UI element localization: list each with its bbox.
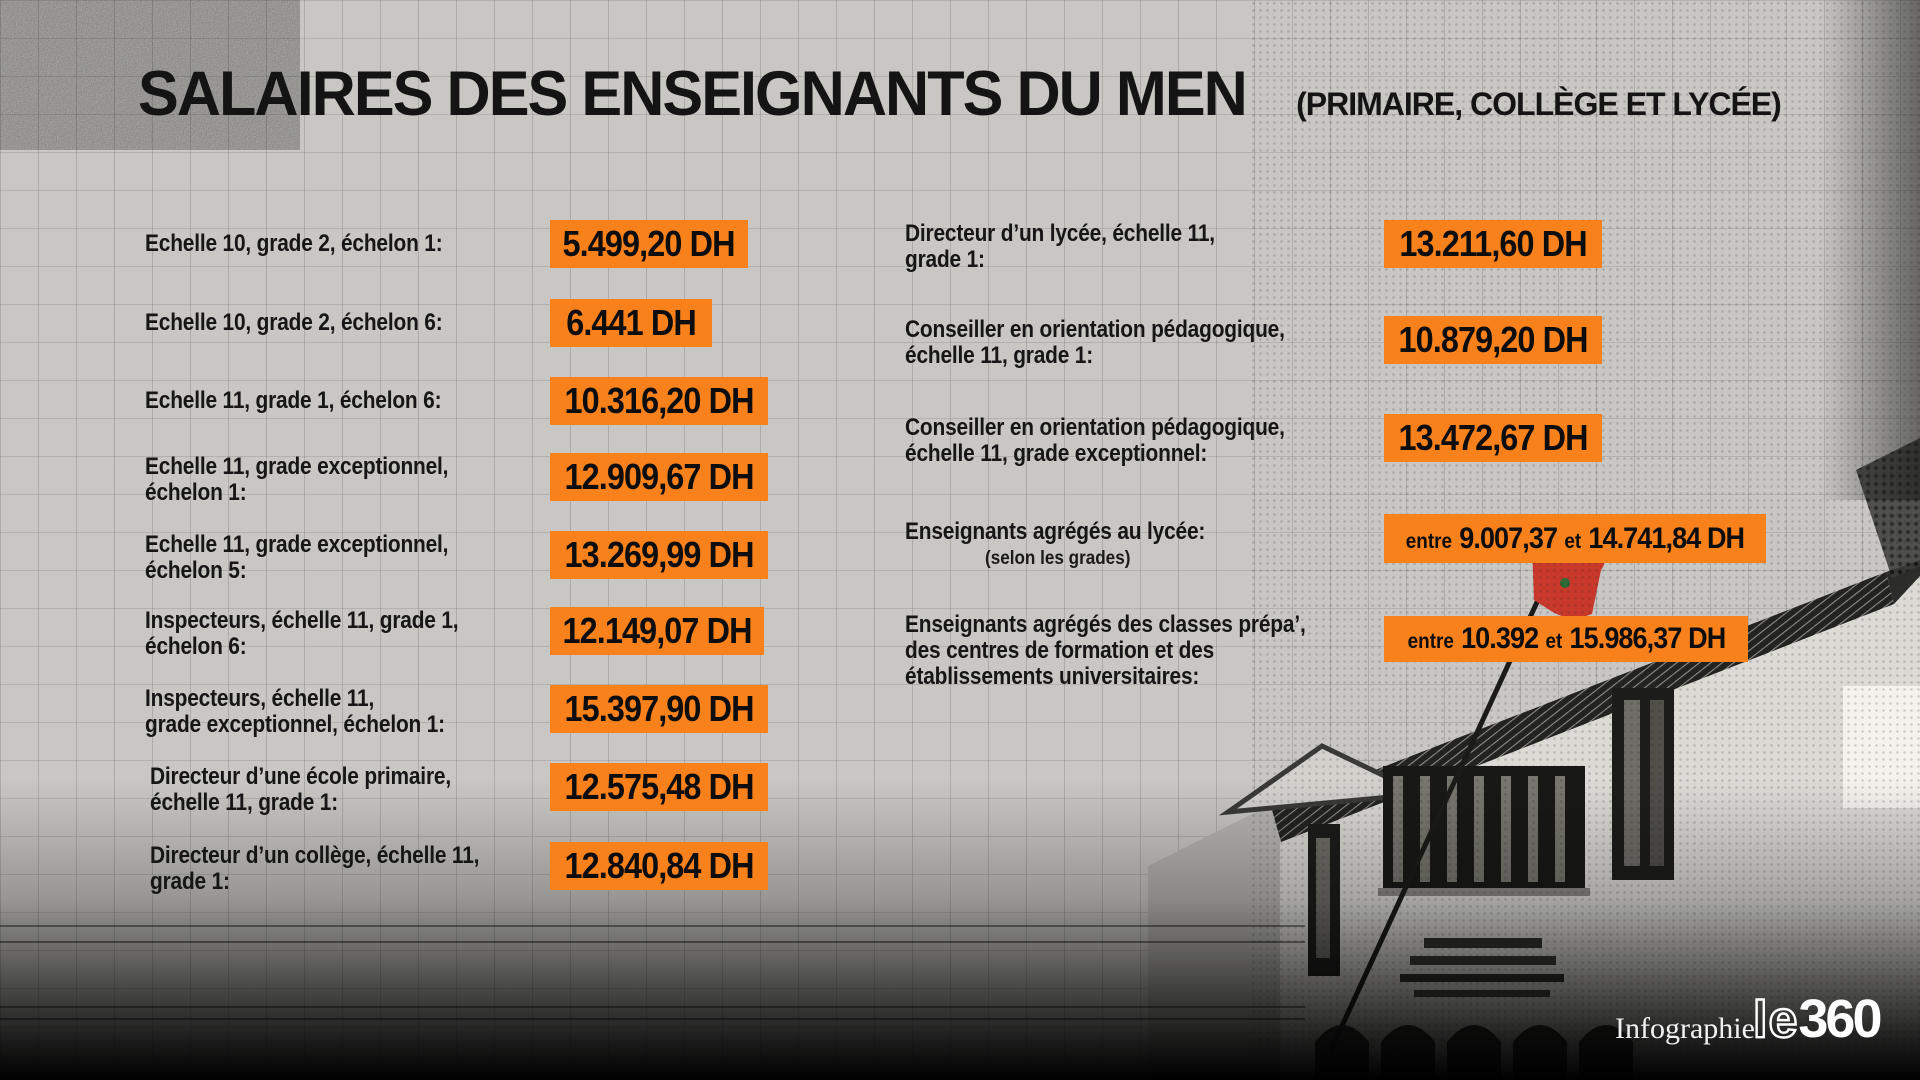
- salary-value: 6.441 DH: [566, 302, 697, 343]
- credit-text: Infographie: [1615, 1012, 1755, 1045]
- flagpole: [1327, 598, 1541, 1054]
- salary-value: 12.149,07 DH: [562, 610, 752, 651]
- salary-value-box: 12.149,07 DH: [550, 607, 764, 655]
- range-connector: et: [1544, 630, 1562, 653]
- grid-heavy-line: [0, 925, 1305, 927]
- salary-value: 12.840,84 DH: [564, 845, 754, 886]
- title-subtitle: (PRIMAIRE, COLLÈGE ET LYCÉE): [1296, 86, 1782, 122]
- salary-value: 13.472,67 DH: [1398, 417, 1588, 458]
- salary-value: 10.879,20 DH: [1398, 319, 1588, 360]
- salary-value: 13.211,60 DH: [1399, 223, 1587, 264]
- grid-heavy-line: [0, 1018, 1305, 1020]
- grid-heavy-line: [0, 941, 1305, 943]
- grid-heavy-line: [0, 1006, 1305, 1008]
- salary-label: Directeur d’un collège, échelle 11, grad…: [150, 842, 480, 895]
- salary-value: 5.499,20 DH: [562, 223, 736, 264]
- salary-value-box: 12.909,67 DH: [550, 453, 768, 501]
- building-pediment: [1218, 743, 1432, 816]
- range-max: 14.741,84 DH: [1588, 521, 1745, 555]
- salary-sublabel: (selon les grades): [985, 548, 1131, 569]
- salary-value: 12.575,48 DH: [564, 766, 754, 807]
- salary-label: Conseiller en orientation pédagogique, é…: [905, 316, 1285, 369]
- salary-label: Echelle 11, grade exceptionnel, échelon …: [145, 453, 449, 506]
- salary-label: Echelle 11, grade 1, échelon 6:: [145, 387, 442, 414]
- salary-label: Inspecteurs, échelle 11, grade 1, échelo…: [145, 607, 459, 660]
- range-max: 15.986,37 DH: [1568, 622, 1726, 655]
- building-signage: [1400, 938, 1564, 997]
- range-min: 9.007,37: [1459, 521, 1558, 555]
- building-tall-window: [1612, 688, 1674, 880]
- salary-label: Echelle 10, grade 2, échelon 1:: [145, 230, 443, 257]
- salary-label: Enseignants agrégés des classes prépa’, …: [905, 611, 1306, 690]
- building-cornice: [1272, 572, 1894, 842]
- range-prefix: entre: [1407, 630, 1454, 653]
- salary-value-box: 12.575,48 DH: [550, 763, 768, 811]
- le360-logo: le 360: [1752, 988, 1883, 1050]
- salary-label: Directeur d’une école primaire, échelle …: [150, 763, 451, 816]
- salary-value-box: 12.840,84 DH: [550, 842, 768, 890]
- salary-value-box: 13.269,99 DH: [550, 531, 768, 579]
- salary-value-box: 10.316,20 DH: [550, 377, 768, 425]
- building-white-patch: [1843, 686, 1920, 808]
- salary-value-box: 13.211,60 DH: [1384, 220, 1602, 268]
- logo-360: 360: [1798, 989, 1882, 1049]
- range-prefix: entre: [1405, 529, 1453, 553]
- salary-value-box: 15.397,90 DH: [550, 685, 768, 733]
- building-side-wall: [1148, 800, 1280, 1080]
- building-arches: [1315, 1025, 1633, 1080]
- logo-le: le: [1752, 990, 1799, 1050]
- salary-label: Conseiller en orientation pédagogique, é…: [905, 414, 1285, 467]
- salary-value-box: 6.441 DH: [550, 299, 712, 347]
- title-main: SALAIRES DES ENSEIGNANTS DU MEN: [138, 59, 1248, 129]
- salary-value: 13.269,99 DH: [564, 534, 754, 575]
- salary-value: 10.316,20 DH: [564, 380, 754, 421]
- salary-value-box: 13.472,67 DH: [1384, 414, 1602, 462]
- foliage-texture: [1856, 438, 1920, 578]
- salary-label: Enseignants agrégés au lycée:: [905, 518, 1206, 545]
- range-min: 10.392: [1460, 622, 1539, 655]
- right-edge-shade: [1820, 0, 1920, 500]
- page-title: SALAIRES DES ENSEIGNANTS DU MEN (PRIMAIR…: [138, 58, 1782, 130]
- salary-label: Echelle 11, grade exceptionnel, échelon …: [145, 531, 449, 584]
- building-narrow-window: [1308, 824, 1340, 976]
- salary-label: Echelle 10, grade 2, échelon 6:: [145, 309, 443, 336]
- salary-range-box: entre 10.392 et 15.986,37 DH: [1384, 616, 1748, 662]
- range-connector: et: [1564, 529, 1582, 553]
- building-window-band: [1378, 766, 1590, 896]
- salary-value: 12.909,67 DH: [564, 456, 754, 497]
- salary-value-box: 10.879,20 DH: [1384, 316, 1602, 364]
- salary-label: Directeur d’un lycée, échelle 11, grade …: [905, 220, 1215, 273]
- salary-label: Inspecteurs, échelle 11, grade exception…: [145, 685, 445, 738]
- salary-value: 15.397,90 DH: [564, 688, 754, 729]
- salary-value-box: 5.499,20 DH: [550, 220, 748, 268]
- salary-range-box: entre 9.007,37 et 14.741,84 DH: [1384, 514, 1766, 563]
